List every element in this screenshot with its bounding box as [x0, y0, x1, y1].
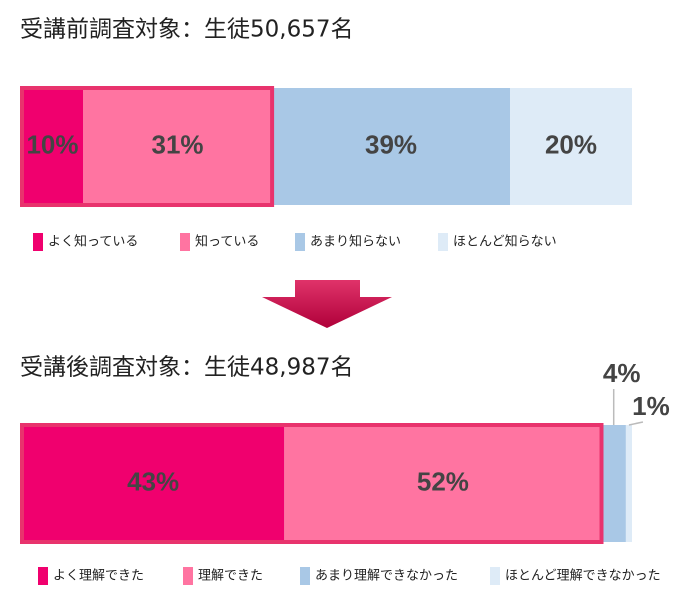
chart-title: 受講前調査対象：生徒50,657名: [20, 17, 353, 43]
bar-segment: [601, 425, 626, 542]
value-label: 1%: [632, 391, 670, 421]
legend-label: ほとんど理解できなかった: [505, 569, 661, 584]
legend-swatch: [33, 233, 43, 251]
value-label: 20%: [545, 129, 597, 159]
chart-title: 受講後調査対象：生徒48,987名: [20, 355, 353, 381]
bar-segment: [625, 425, 632, 542]
bar-segment: [22, 425, 285, 542]
value-label: 31%: [152, 129, 204, 159]
legend-swatch: [300, 567, 310, 585]
bar-segment: [284, 425, 602, 542]
legend-swatch: [183, 567, 193, 585]
legend-swatch: [180, 233, 190, 251]
bar-segment: [83, 88, 273, 205]
value-label: 52%: [417, 466, 469, 496]
value-label: 4%: [603, 358, 641, 388]
highlight-border: [20, 86, 275, 207]
legend-label: よく理解できた: [53, 569, 144, 584]
value-label: 43%: [127, 466, 179, 496]
value-label: 10%: [26, 129, 78, 159]
legend-swatch: [295, 233, 305, 251]
bar-segment: [22, 88, 83, 205]
legend-label: 知っている: [195, 234, 259, 250]
bar-segment: [510, 88, 632, 205]
legend-label: ほとんど知らない: [453, 234, 557, 250]
leader-line: [628, 421, 644, 426]
highlight-border: [20, 423, 604, 544]
legend-swatch: [490, 567, 500, 585]
legend-label: あまり理解できなかった: [315, 569, 458, 584]
legend-swatch: [438, 233, 448, 251]
arrow: [262, 280, 392, 328]
legend-label: よく知っている: [48, 234, 138, 250]
legend-label: 理解できた: [198, 569, 263, 584]
bar-segment: [272, 88, 510, 205]
legend-swatch: [38, 567, 48, 585]
legend-label: あまり知らない: [310, 234, 401, 250]
value-label: 39%: [365, 129, 417, 159]
